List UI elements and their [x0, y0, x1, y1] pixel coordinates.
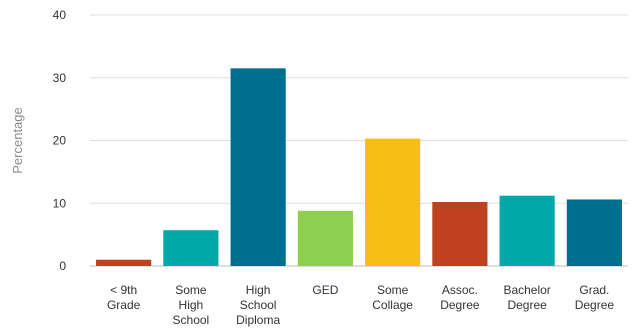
bars — [96, 68, 622, 267]
x-category-label: GED — [312, 283, 338, 297]
x-category-label: Assoc. Degree — [440, 283, 480, 312]
y-tick-label: 10 — [53, 196, 67, 210]
y-tick-label: 0 — [59, 259, 66, 273]
y-axis-ticks: 0 10 20 30 40 — [53, 8, 67, 273]
x-axis-labels: < 9th Grade Some High School High School Diplom… — [107, 283, 614, 327]
bar — [432, 201, 488, 266]
y-tick-label: 20 — [53, 134, 67, 148]
bar — [297, 210, 353, 266]
x-category-label: Grad. Degree — [575, 283, 615, 312]
x-category-label: Some Collage — [372, 283, 413, 312]
bar — [365, 138, 421, 266]
bar — [230, 68, 286, 267]
x-category-label: High School Diploma — [236, 283, 280, 327]
x-category-label: Bachelor Degree — [503, 283, 550, 312]
bar — [499, 195, 555, 266]
bar — [96, 259, 152, 266]
x-category-label: < 9th Grade — [107, 283, 141, 312]
bar — [566, 199, 622, 266]
y-tick-label: 30 — [53, 71, 67, 85]
bar — [163, 230, 219, 266]
y-tick-label: 40 — [53, 8, 67, 22]
x-category-label: Some High School — [173, 283, 210, 327]
y-axis-title: Percentage — [10, 107, 25, 174]
